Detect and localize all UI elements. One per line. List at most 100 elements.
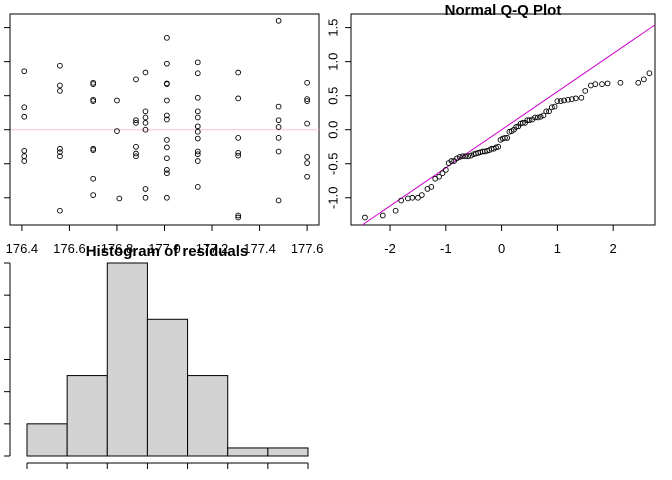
residual-point (90, 175, 97, 182)
qq-point (418, 192, 425, 198)
residual-point (275, 135, 282, 141)
normal-qq-panel: Normal Q-Q Plot -2 -1 0 1 2 -1.0 -0.5 0.0 0.5 1.… (325, 2, 656, 256)
y-tick-label: 0.0 (325, 121, 340, 139)
residual-point (235, 69, 242, 76)
residual-point (142, 108, 149, 115)
histogram-bar (227, 447, 269, 457)
residual-point (304, 120, 310, 127)
residual-point (235, 95, 242, 102)
residual-point (275, 197, 282, 204)
residual-point (164, 167, 170, 173)
residual-point (235, 135, 242, 141)
residual-point (164, 137, 170, 143)
residual-point (133, 117, 139, 124)
qq-point (526, 117, 533, 124)
residuals-vs-fitted-y-axis (4, 27, 11, 199)
qq-points (362, 70, 653, 221)
residual-point (304, 173, 310, 180)
residual-point (164, 194, 170, 201)
qq-point (428, 184, 435, 190)
residual-point (21, 68, 28, 75)
residual-point (21, 147, 28, 154)
residual-point (194, 94, 201, 101)
y-tick-label: 0.5 (325, 87, 340, 105)
qq-point (379, 212, 386, 219)
qq-point (646, 70, 653, 77)
residual-point (194, 114, 201, 121)
residual-point (133, 153, 139, 160)
residual-point (90, 81, 97, 87)
residual-point (133, 143, 139, 150)
residual-point (164, 144, 170, 151)
residual-point (164, 34, 170, 41)
qq-point (392, 207, 399, 214)
residual-point (304, 160, 310, 166)
x-tick-label: -2 (384, 241, 396, 256)
residual-point (304, 98, 310, 104)
x-tick-label: 176.4 (6, 241, 39, 256)
x-tick-label: 0 (498, 241, 505, 256)
residuals-vs-fitted-panel: 176.4 176.6 176.8 177.0 177.2 177.4 177.6 (4, 13, 324, 256)
residual-point (275, 103, 282, 110)
x-tick-label: 176.6 (53, 241, 86, 256)
residual-point (57, 153, 63, 160)
qq-point (569, 96, 575, 102)
qq-point (439, 170, 446, 177)
residual-point (90, 98, 97, 104)
qq-point (415, 194, 421, 201)
qq-point (459, 153, 466, 160)
qq-point (448, 158, 455, 164)
residual-point (194, 151, 201, 158)
residuals-vs-fitted-points (21, 17, 310, 221)
residual-point (57, 149, 63, 156)
qq-point (561, 97, 567, 104)
residual-point (235, 214, 242, 221)
residual-point (142, 194, 149, 201)
residual-point (142, 186, 149, 192)
histogram-title: Histogram of residuals (86, 243, 249, 260)
residual-point (164, 170, 170, 177)
residual-point (164, 112, 170, 119)
qq-point (405, 195, 411, 202)
residual-point (142, 126, 149, 133)
qq-point (454, 155, 460, 162)
qq-point (398, 197, 405, 204)
qq-reference-line (361, 24, 656, 226)
qq-point (436, 173, 442, 180)
residual-point (275, 17, 282, 24)
qq-point (635, 79, 642, 86)
qq-point (565, 96, 571, 103)
residual-point (133, 150, 139, 157)
qq-point (502, 135, 508, 141)
residual-point (194, 70, 201, 77)
x-tick-label: 177.2 (196, 241, 229, 256)
qq-title: Normal Q-Q Plot (445, 2, 562, 19)
residual-point (21, 158, 28, 164)
qq-point (592, 81, 599, 87)
qq-y-axis: -1.0 -0.5 0.0 0.5 1.0 1.5 (325, 19, 352, 209)
residual-point (275, 117, 282, 124)
residual-point (235, 212, 242, 219)
histogram-bars (26, 262, 309, 457)
residual-point (57, 82, 63, 89)
residual-point (304, 96, 310, 102)
residual-point (57, 88, 63, 94)
qq-point (617, 79, 624, 86)
residual-point (194, 128, 201, 135)
residual-point (194, 158, 201, 164)
y-tick-label: 1.0 (325, 53, 340, 71)
qq-point (540, 112, 547, 119)
residual-point (21, 104, 28, 111)
x-tick-label: 177.6 (291, 241, 324, 256)
qq-point (557, 98, 564, 104)
qq-point (543, 108, 550, 115)
qq-point (362, 214, 368, 221)
residual-point (194, 108, 201, 115)
histogram-bar (267, 447, 309, 457)
qq-point (532, 114, 538, 121)
qq-point (582, 88, 589, 94)
qq-point (537, 113, 544, 120)
residual-point (57, 207, 63, 214)
residual-point (304, 154, 310, 160)
residual-point (90, 192, 97, 198)
